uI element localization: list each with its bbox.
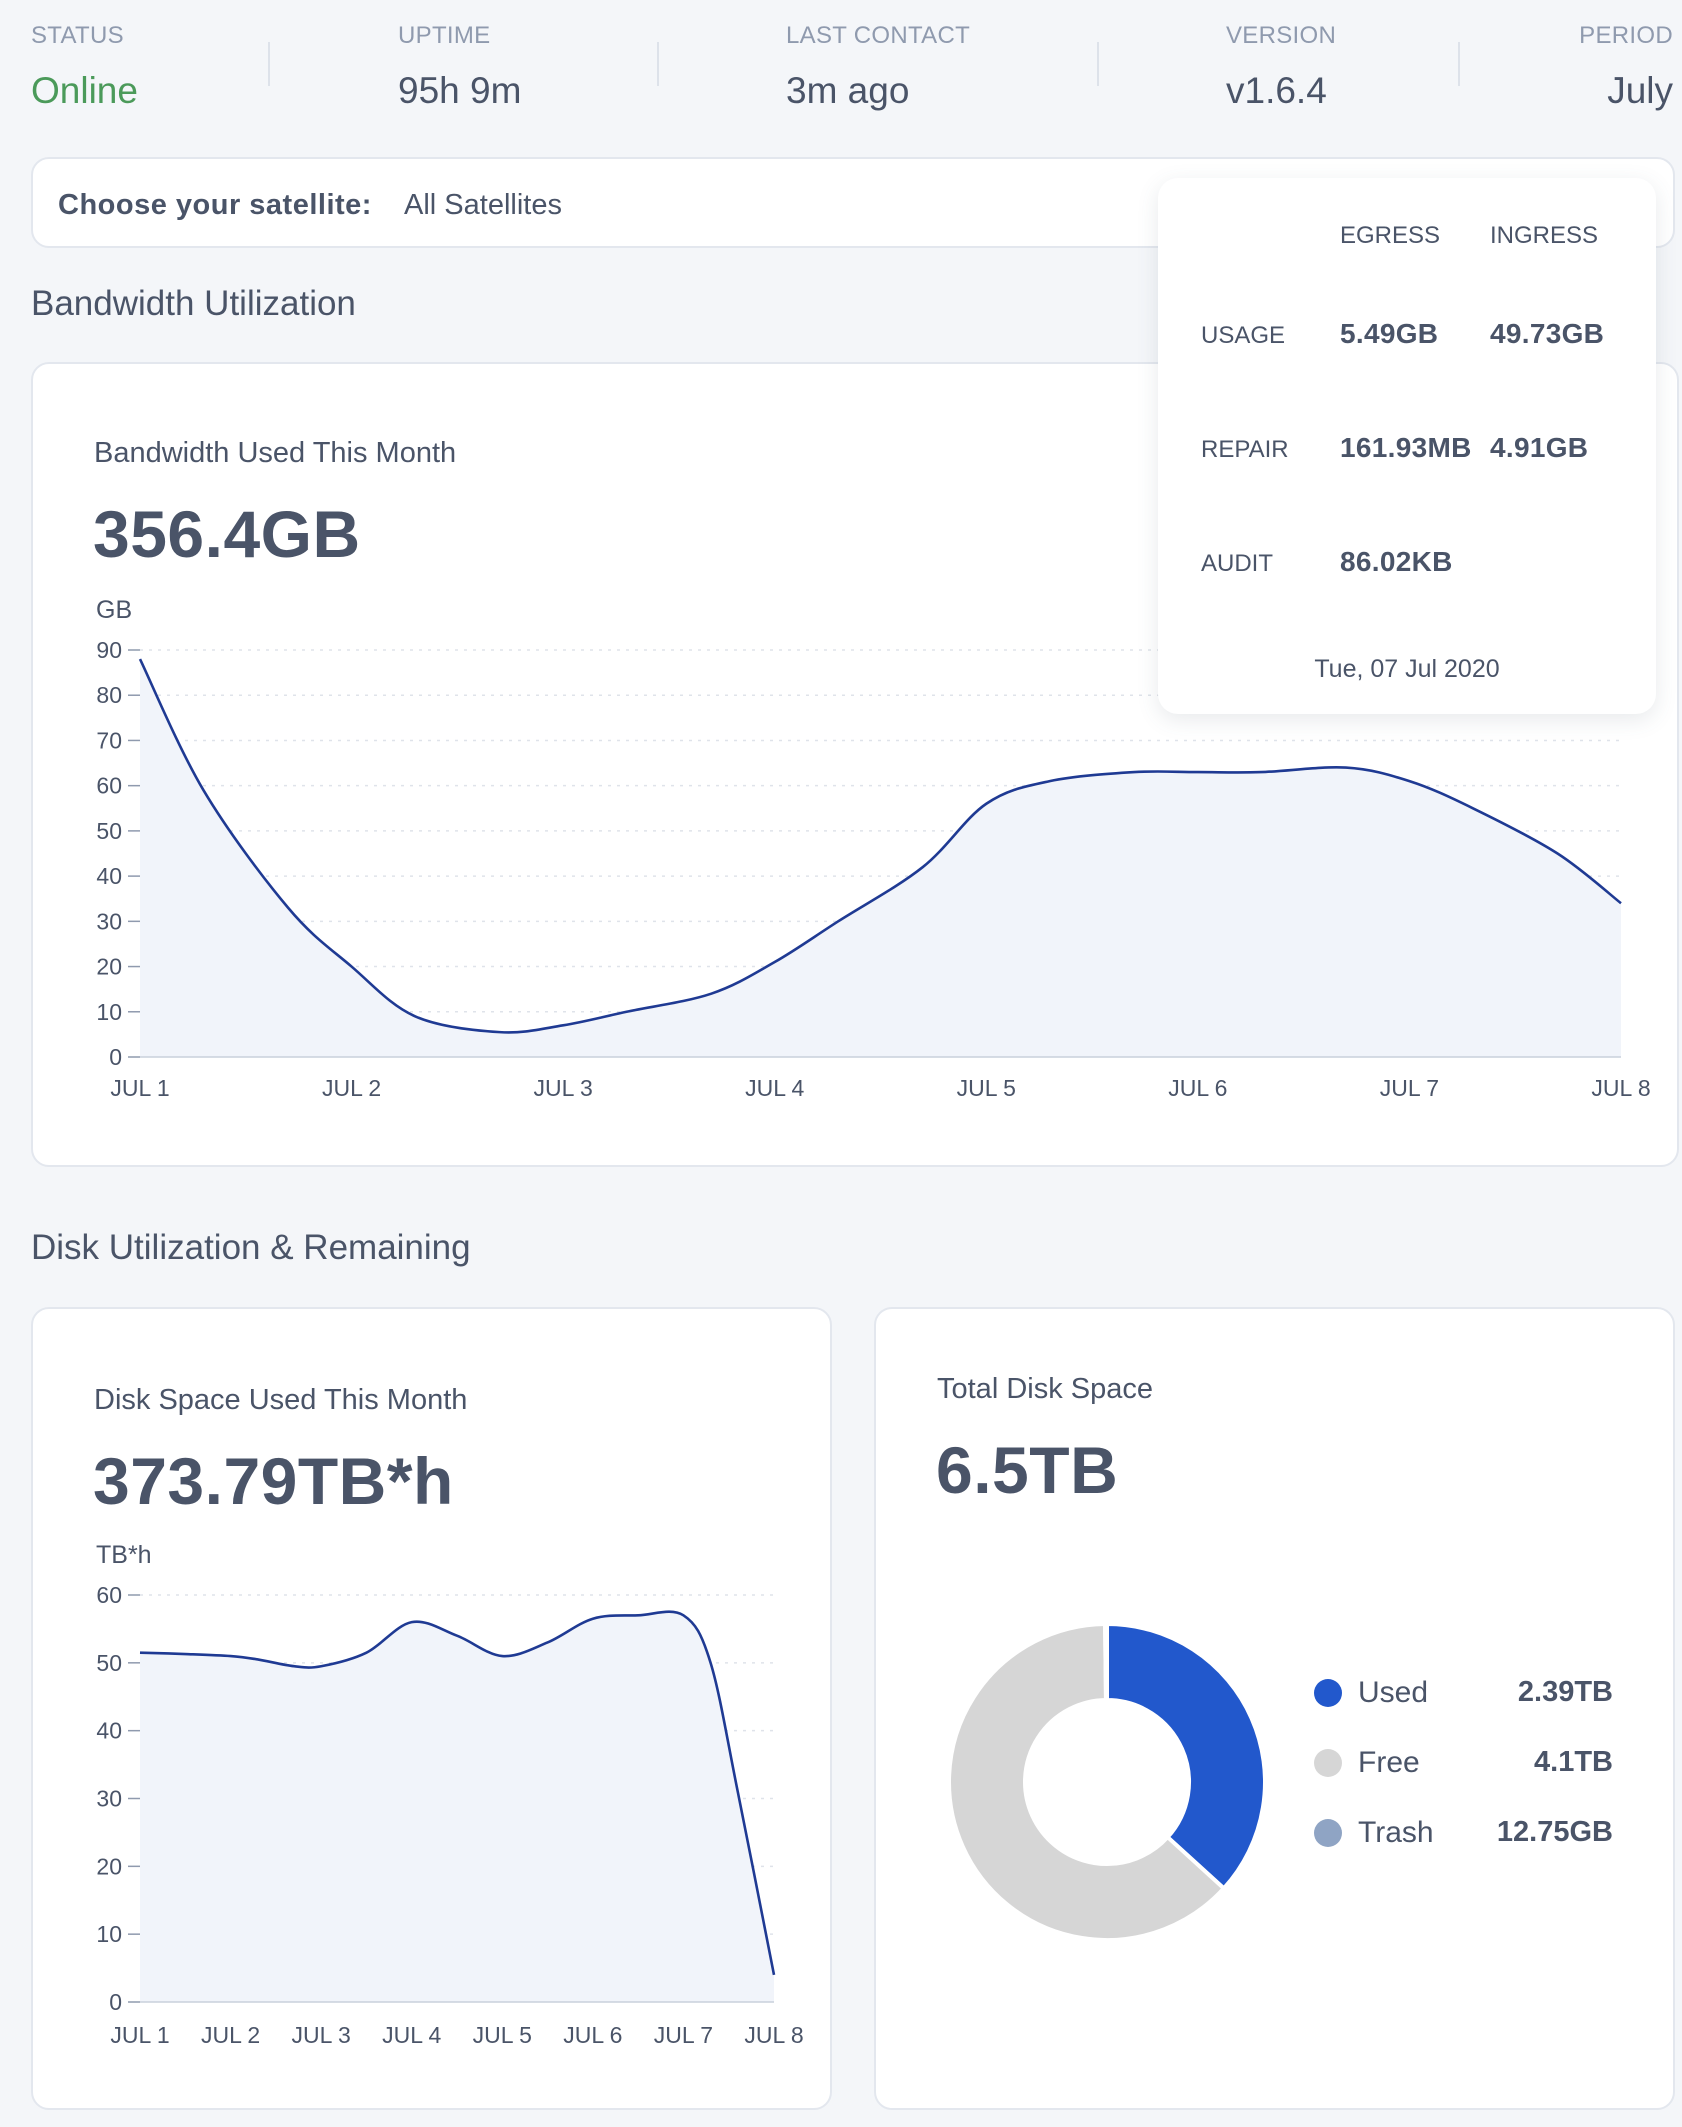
period-value: July: [1607, 70, 1673, 111]
bw-series-line: [138, 658, 1622, 1034]
legend-trash-dot: [1314, 1819, 1342, 1847]
disk-ytick-label: 40: [96, 1718, 122, 1744]
disk-ytick-label: 50: [96, 1650, 122, 1676]
bw-xtick-label: JUL 4: [745, 1075, 804, 1101]
last-contact-label: LAST CONTACT: [786, 22, 971, 49]
last-contact-stat: LAST CONTACT 3m ago: [786, 22, 970, 112]
status-bar: STATUS Online UPTIME 95h 9m LAST CONTACT…: [0, 0, 1682, 120]
bw-xtick-label: JUL 5: [957, 1075, 1016, 1101]
disk-total: 373.79TB*h: [93, 1444, 454, 1518]
disk-card-title: Disk Space Used This Month: [94, 1384, 468, 1416]
bw-ytick-label: 0: [109, 1044, 122, 1070]
version-label: VERSION: [1226, 22, 1337, 49]
status-value: Online: [31, 70, 138, 111]
bw-area: [140, 659, 1621, 1057]
tooltip-egress-header: EGRESS: [1340, 222, 1441, 249]
disk-section-title: Disk Utilization & Remaining: [31, 1228, 471, 1267]
disk-xtick-label: JUL 2: [201, 2022, 260, 2048]
disk-ytick-label: 20: [96, 1853, 122, 1879]
divider: [268, 42, 270, 86]
status-stat: STATUS Online: [31, 22, 138, 112]
disk-ytick-label: 10: [96, 1921, 122, 1947]
bandwidth-section-title: Bandwidth Utilization: [31, 284, 356, 323]
legend-free-value: 4.1TB: [1534, 1746, 1613, 1778]
total-disk-title: Total Disk Space: [937, 1373, 1153, 1405]
disk-xtick-label: JUL 6: [563, 2022, 622, 2048]
disk-xtick-label: JUL 7: [654, 2022, 713, 2048]
bandwidth-unit: GB: [96, 596, 133, 624]
donut-slice-used: [1105, 1621, 1267, 1892]
donut-slice-trash: [1103, 1621, 1109, 1703]
version-value: v1.6.4: [1226, 70, 1327, 111]
tooltip-ingress-value: 49.73GB: [1490, 318, 1605, 349]
bw-xtick-label: JUL 8: [1591, 1075, 1650, 1101]
legend-free-dot: [1314, 1749, 1342, 1777]
bandwidth-tooltip: EGRESS INGRESS USAGE 5.49GB 49.73GB REPA…: [1158, 178, 1656, 714]
bw-ytick-label: 90: [96, 637, 122, 663]
tooltip-egress-value: 5.49GB: [1340, 318, 1439, 349]
tooltip-ingress-value: 4.91GB: [1490, 432, 1589, 463]
disk-ytick-label: 60: [96, 1582, 122, 1608]
uptime-stat: UPTIME 95h 9m: [398, 22, 521, 112]
tooltip-egress-value: 161.93MB: [1340, 432, 1472, 463]
bw-ytick-label: 20: [96, 954, 122, 980]
bw-ytick-label: 10: [96, 999, 122, 1025]
divider: [1458, 42, 1460, 86]
total-disk-value: 6.5TB: [936, 1433, 1119, 1507]
disk-xtick-label: JUL 4: [382, 2022, 441, 2048]
period-stat: PERIOD July: [1579, 22, 1673, 112]
bw-xtick-label: JUL 6: [1168, 1075, 1227, 1101]
divider: [1097, 42, 1099, 86]
legend-trash-label: Trash: [1358, 1816, 1434, 1849]
period-label: PERIOD: [1579, 22, 1673, 49]
tooltip-row-label: AUDIT: [1201, 550, 1273, 577]
disk-unit: TB*h: [96, 1541, 152, 1569]
disk-xtick-label: JUL 1: [110, 2022, 169, 2048]
bw-xtick-label: JUL 2: [322, 1075, 381, 1101]
bw-ytick-label: 30: [96, 908, 122, 934]
divider: [657, 42, 659, 86]
bw-ytick-label: 50: [96, 818, 122, 844]
last-contact-value: 3m ago: [786, 70, 910, 111]
donut-slice-free: [947, 1621, 1227, 1942]
total-disk-card: Total Disk Space 6.5TB Used 2.39TB Free …: [874, 1307, 1675, 2110]
bw-ytick-label: 60: [96, 773, 122, 799]
tooltip-egress-value: 86.02KB: [1340, 546, 1453, 577]
legend-used-value: 2.39TB: [1517, 1676, 1613, 1708]
version-stat: VERSION v1.6.4: [1226, 22, 1336, 112]
bw-xtick-label: JUL 7: [1380, 1075, 1439, 1101]
legend-free-label: Free: [1358, 1746, 1420, 1779]
legend-used-dot: [1314, 1679, 1342, 1707]
tooltip-row-label: REPAIR: [1201, 436, 1289, 463]
satellite-selector-value[interactable]: All Satellites: [404, 189, 562, 221]
disk-space-chart[interactable]: 0 10 20 30 40 50 60 JUL 1 JUL 2 JUL 3 JUL 4 JUL 5 JU…: [31, 1307, 832, 2110]
bw-xtick-label: JUL 3: [534, 1075, 593, 1101]
bw-xtick-label: JUL 1: [110, 1075, 169, 1101]
uptime-value: 95h 9m: [398, 70, 522, 111]
bandwidth-total: 356.4GB: [93, 497, 361, 571]
legend-trash-value: 12.75GB: [1496, 1816, 1613, 1848]
disk-ytick-label: 30: [96, 1786, 122, 1812]
disk-xtick-label: JUL 3: [292, 2022, 351, 2048]
disk-area: [140, 1611, 774, 2002]
bandwidth-card-title: Bandwidth Used This Month: [94, 437, 457, 469]
bw-ytick-label: 70: [96, 727, 122, 753]
legend-used-label: Used: [1358, 1676, 1429, 1709]
tooltip-date: Tue, 07 Jul 2020: [1314, 655, 1500, 683]
tooltip-row-label: USAGE: [1201, 322, 1286, 349]
bw-ytick-label: 40: [96, 863, 122, 889]
bw-ytick-label: 80: [96, 682, 122, 708]
tooltip-ingress-header: INGRESS: [1490, 222, 1599, 249]
disk-ytick-label: 0: [109, 1989, 122, 2015]
disk-xtick-label: JUL 8: [744, 2022, 803, 2048]
status-label: STATUS: [31, 22, 124, 49]
disk-xtick-label: JUL 5: [473, 2022, 532, 2048]
disk-space-card: Disk Space Used This Month 373.79TB*h TB…: [31, 1307, 832, 2110]
disk-donut-chart[interactable]: [874, 1307, 1675, 2110]
uptime-label: UPTIME: [398, 22, 491, 49]
disk-series-line: [139, 1610, 776, 1976]
satellite-selector-label: Choose your satellite:: [58, 189, 372, 221]
